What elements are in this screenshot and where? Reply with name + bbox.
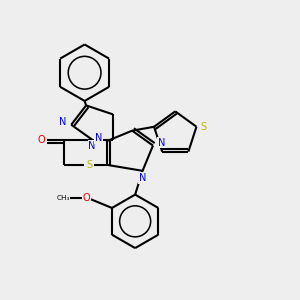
Text: N: N: [139, 173, 146, 183]
Text: N: N: [88, 141, 96, 151]
Text: N: N: [95, 133, 102, 143]
Text: N: N: [59, 117, 67, 127]
Text: CH₃: CH₃: [57, 195, 70, 201]
Text: O: O: [83, 193, 91, 202]
Text: N: N: [158, 138, 165, 148]
Text: S: S: [201, 122, 207, 132]
Text: O: O: [38, 135, 45, 145]
Text: S: S: [86, 160, 92, 170]
